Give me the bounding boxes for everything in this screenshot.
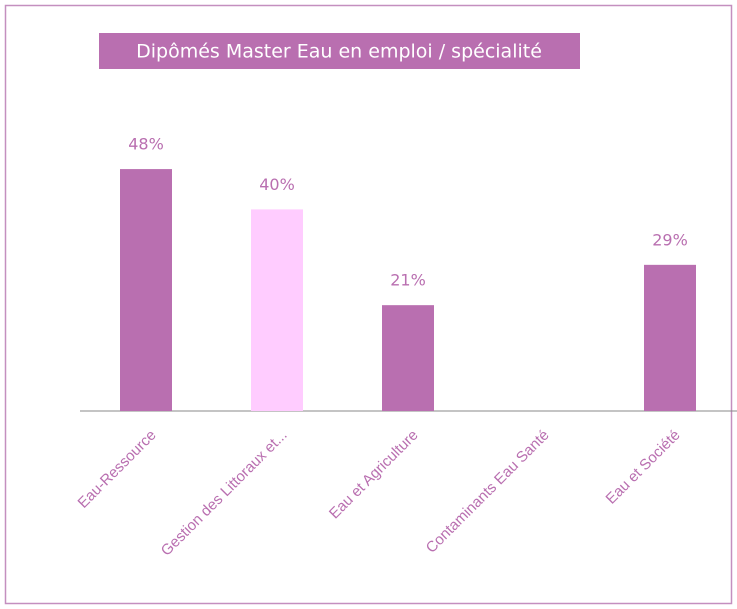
bar [251, 209, 303, 411]
data-label: 48% [128, 135, 164, 154]
data-label: 21% [390, 271, 426, 290]
data-label: 40% [259, 175, 295, 194]
chart-title: Dipômés Master Eau en emploi / spécialit… [136, 41, 542, 63]
title-box [99, 33, 580, 69]
bar [382, 305, 434, 411]
bar [120, 169, 172, 411]
bar [644, 264, 696, 411]
data-label: 29% [652, 230, 688, 249]
frame [4, 4, 733, 605]
